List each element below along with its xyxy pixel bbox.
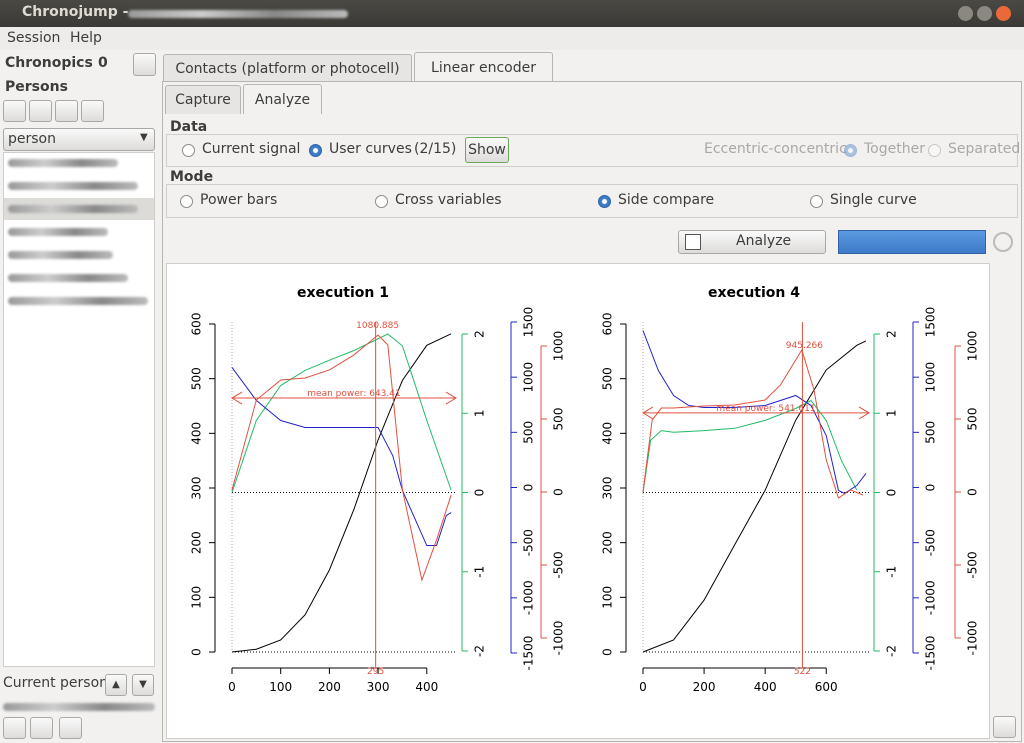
window-title: Chronojump - [22,4,129,20]
maximize-button[interactable] [977,6,992,21]
add-persons-button[interactable] [29,100,52,122]
person-info-button[interactable] [30,717,53,739]
radio-label[interactable]: Power bars [200,192,278,208]
tab-content [162,81,1022,742]
person-row[interactable] [8,182,138,190]
radio[interactable] [810,195,823,208]
menu-bar: Session Help [0,27,1024,50]
combo-arrow: ▼ [140,132,148,143]
radio [844,144,857,157]
tab-active[interactable]: Linear encoder [414,52,553,82]
zoom-button[interactable] [993,716,1016,738]
progress-bar [838,230,986,254]
person-row[interactable] [8,297,148,305]
plot-panel [166,263,990,739]
radio[interactable] [375,195,388,208]
chronopics-label: Chronopics [5,55,93,71]
load-persons-button[interactable] [81,100,104,122]
menu-item[interactable]: Help [70,30,102,46]
person-combo[interactable]: person ▼ [3,128,155,151]
curves-count: (2/15) [414,141,457,157]
radio-label[interactable]: Current signal [202,141,301,157]
current-person-name [3,703,155,711]
minimize-button[interactable] [958,6,973,21]
analyze-label: Analyze [736,233,792,249]
disabled-label: Eccentric-concentric [704,141,847,157]
add-person-button[interactable] [3,100,26,122]
chronopics-count: 0 [98,55,108,71]
subtab[interactable]: Capture [165,85,241,114]
person-row[interactable] [8,205,138,213]
persons-label: Persons [5,79,68,95]
combo-text: person [8,131,56,147]
show-button[interactable]: Show [465,137,509,163]
mode-frame [166,184,1018,218]
menu-item[interactable]: Session [7,30,61,46]
radio-label[interactable]: Cross variables [395,192,502,208]
person-list[interactable] [3,152,155,667]
analyze-icon [685,234,701,250]
radio[interactable] [180,195,193,208]
radio-label: Separated [948,141,1021,157]
radio [928,144,941,157]
radio-label[interactable]: Side compare [618,192,715,208]
person-row[interactable] [8,159,118,167]
tab[interactable]: Contacts (platform or photocell) [163,54,412,82]
cancel-button[interactable] [993,232,1013,252]
radio-label[interactable]: Single curve [830,192,917,208]
close-button[interactable] [996,6,1011,21]
data-section-title: Data [170,119,208,135]
edit-person-button[interactable] [3,717,26,739]
person-row[interactable] [8,274,128,282]
previous-person-button[interactable]: ▲ [105,674,127,696]
next-person-button[interactable]: ▼ [132,674,154,696]
subtab-active[interactable]: Analyze [243,84,322,114]
title-bar: Chronojump - [0,0,1024,27]
current-person-label: Current person [3,675,109,691]
radio[interactable] [182,144,195,157]
radio-label: Together [864,141,925,157]
radio[interactable] [598,195,611,208]
radio-label[interactable]: User curves [329,141,412,157]
load-person-button[interactable] [55,100,78,122]
mode-section-title: Mode [170,169,214,185]
chronopics-button[interactable] [133,53,156,76]
data-frame [166,134,1018,167]
analyze-button[interactable]: Analyze [678,230,826,254]
radio[interactable] [309,144,322,157]
delete-person-button[interactable] [59,717,82,739]
person-row[interactable] [8,228,108,236]
person-row[interactable] [8,251,113,259]
blurred-title [128,10,348,18]
